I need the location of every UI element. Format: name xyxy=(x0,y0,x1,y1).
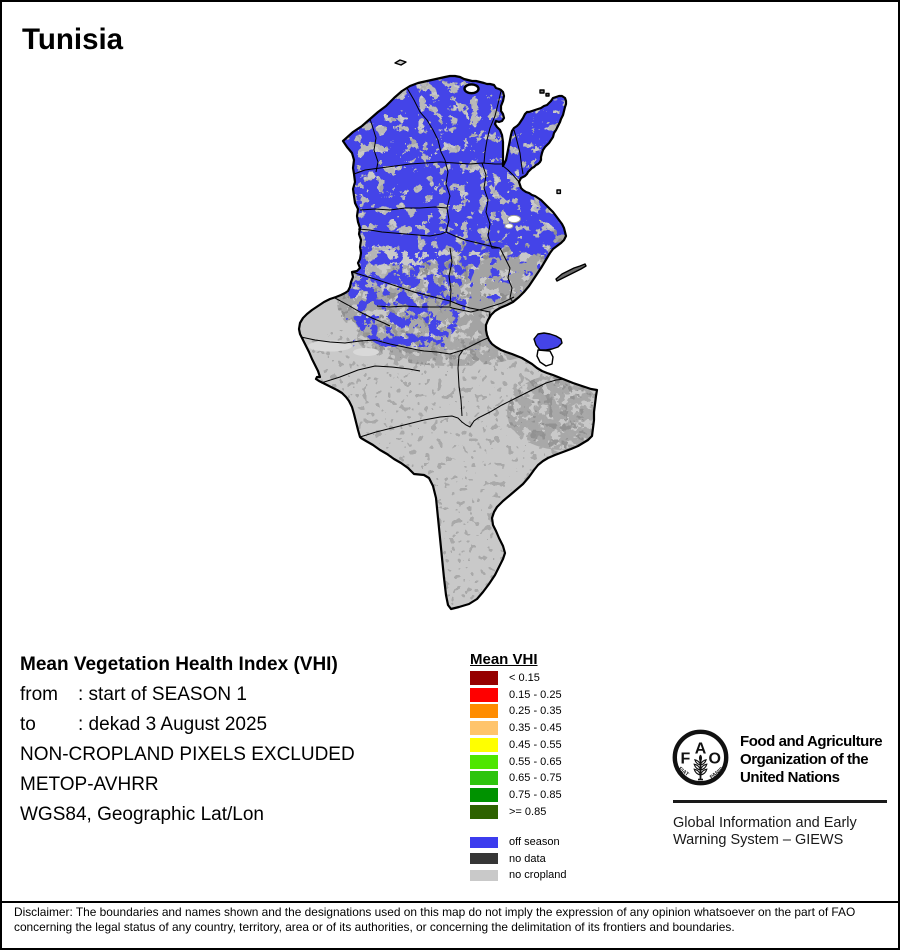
svg-text:A: A xyxy=(695,741,707,758)
svg-text:O: O xyxy=(709,751,721,768)
svg-text:F: F xyxy=(681,751,691,768)
